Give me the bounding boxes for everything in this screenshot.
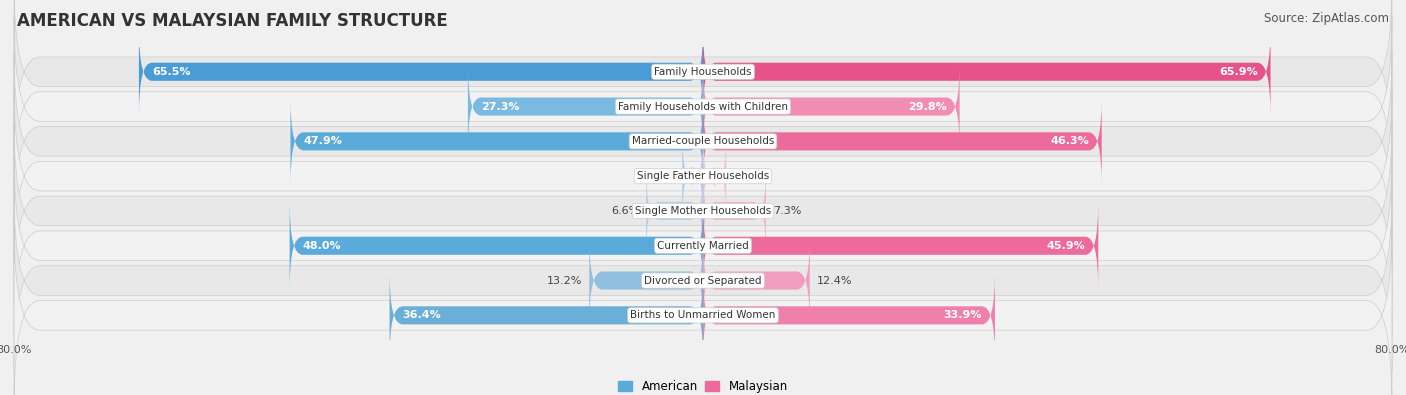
FancyBboxPatch shape <box>682 133 703 219</box>
Text: Single Father Households: Single Father Households <box>637 171 769 181</box>
FancyBboxPatch shape <box>14 226 1392 395</box>
FancyBboxPatch shape <box>14 191 1392 370</box>
Text: 46.3%: 46.3% <box>1050 136 1088 147</box>
FancyBboxPatch shape <box>14 52 1392 231</box>
Legend: American, Malaysian: American, Malaysian <box>613 376 793 395</box>
FancyBboxPatch shape <box>139 28 703 115</box>
Text: 65.9%: 65.9% <box>1219 67 1257 77</box>
Text: 65.5%: 65.5% <box>152 67 190 77</box>
Text: 2.7%: 2.7% <box>733 171 762 181</box>
Text: Married-couple Households: Married-couple Households <box>631 136 775 147</box>
Text: Divorced or Separated: Divorced or Separated <box>644 276 762 286</box>
FancyBboxPatch shape <box>14 0 1392 162</box>
Text: 2.4%: 2.4% <box>647 171 675 181</box>
Text: Currently Married: Currently Married <box>657 241 749 251</box>
Text: 7.3%: 7.3% <box>773 206 801 216</box>
FancyBboxPatch shape <box>389 272 703 359</box>
FancyBboxPatch shape <box>647 168 703 254</box>
Text: 29.8%: 29.8% <box>908 102 946 111</box>
Text: 6.6%: 6.6% <box>612 206 640 216</box>
FancyBboxPatch shape <box>14 156 1392 335</box>
Text: 45.9%: 45.9% <box>1046 241 1085 251</box>
FancyBboxPatch shape <box>290 203 703 289</box>
FancyBboxPatch shape <box>14 17 1392 196</box>
Text: Single Mother Households: Single Mother Households <box>636 206 770 216</box>
FancyBboxPatch shape <box>703 272 995 359</box>
FancyBboxPatch shape <box>589 237 703 324</box>
FancyBboxPatch shape <box>14 121 1392 301</box>
FancyBboxPatch shape <box>703 98 1102 184</box>
Text: 48.0%: 48.0% <box>302 241 342 251</box>
FancyBboxPatch shape <box>703 28 1271 115</box>
Text: Births to Unmarried Women: Births to Unmarried Women <box>630 310 776 320</box>
FancyBboxPatch shape <box>703 133 727 219</box>
Text: Family Households with Children: Family Households with Children <box>619 102 787 111</box>
Text: 33.9%: 33.9% <box>943 310 981 320</box>
Text: 13.2%: 13.2% <box>547 276 582 286</box>
Text: Family Households: Family Households <box>654 67 752 77</box>
Text: AMERICAN VS MALAYSIAN FAMILY STRUCTURE: AMERICAN VS MALAYSIAN FAMILY STRUCTURE <box>17 12 447 30</box>
Text: 12.4%: 12.4% <box>817 276 852 286</box>
FancyBboxPatch shape <box>291 98 703 184</box>
Text: Source: ZipAtlas.com: Source: ZipAtlas.com <box>1264 12 1389 25</box>
FancyBboxPatch shape <box>703 168 766 254</box>
FancyBboxPatch shape <box>14 87 1392 266</box>
FancyBboxPatch shape <box>703 203 1098 289</box>
FancyBboxPatch shape <box>703 64 960 150</box>
Text: 47.9%: 47.9% <box>304 136 342 147</box>
FancyBboxPatch shape <box>468 64 703 150</box>
Text: 27.3%: 27.3% <box>481 102 519 111</box>
Text: 36.4%: 36.4% <box>402 310 441 320</box>
FancyBboxPatch shape <box>703 237 810 324</box>
